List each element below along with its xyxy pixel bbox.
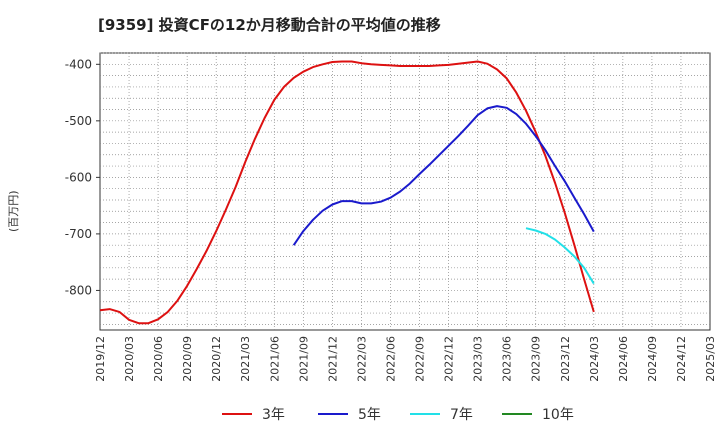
- x-tick-label: 2020/12: [210, 336, 223, 382]
- series-line-0: [99, 60, 595, 325]
- x-tick-label: 2023/09: [530, 336, 543, 382]
- plot-area: [99, 52, 711, 331]
- y-tick-label: -600: [65, 170, 92, 184]
- series-line-2: [525, 227, 595, 285]
- x-tick-label: 2020/09: [181, 336, 194, 382]
- x-tick-label: 2022/09: [414, 336, 427, 382]
- x-tick-label: 2023/12: [559, 336, 572, 382]
- x-tick-label: 2021/06: [268, 336, 281, 382]
- y-tick-label: -400: [65, 57, 92, 71]
- x-tick-label: 2021/12: [326, 336, 339, 382]
- y-tick-label: -700: [65, 227, 92, 241]
- x-tick-label: 2024/03: [588, 336, 601, 382]
- x-tick-label: 2021/03: [239, 336, 252, 382]
- x-tick-label: 2022/12: [443, 336, 456, 382]
- x-tick-label: 2022/06: [384, 336, 397, 382]
- x-tick-label: 2024/06: [617, 336, 630, 382]
- chart-title: [9359] 投資CFの12か月移動合計の平均値の推移: [98, 16, 441, 34]
- x-tick-label: 2021/09: [297, 336, 310, 382]
- x-tick-label: 2024/09: [646, 336, 659, 382]
- legend-label: 7年: [450, 407, 473, 423]
- legend-label: 10年: [542, 407, 574, 423]
- x-tick-label: 2020/06: [152, 336, 165, 382]
- y-tick-label: -800: [65, 283, 92, 297]
- x-tick-label: 2023/03: [472, 336, 485, 382]
- x-tick-label: 2023/06: [501, 336, 514, 382]
- x-tick-label: 2025/03: [704, 336, 717, 382]
- x-tick-label: 2020/03: [123, 336, 136, 382]
- x-tick-label: 2019/12: [94, 336, 107, 382]
- x-tick-label: 2024/12: [675, 336, 688, 382]
- legend-label: 3年: [262, 407, 285, 423]
- series-line-1: [292, 105, 595, 246]
- y-tick-label: -500: [65, 114, 92, 128]
- x-tick-label: 2022/03: [355, 336, 368, 382]
- legend-label: 5年: [358, 407, 381, 423]
